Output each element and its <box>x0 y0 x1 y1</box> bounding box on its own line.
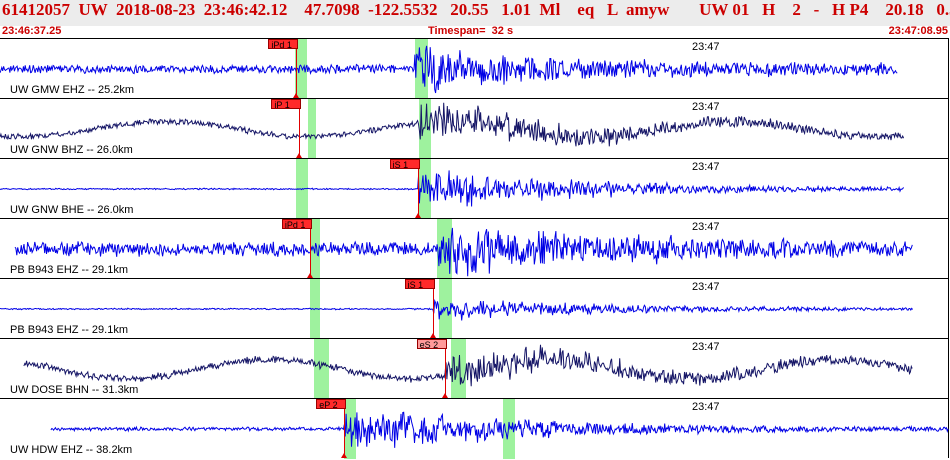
pick-marker-icon <box>441 393 448 398</box>
phase-pick-line <box>309 229 311 275</box>
minute-tick-label: 23:47 <box>692 161 720 173</box>
waveform <box>0 45 898 94</box>
pick-marker-icon <box>429 333 436 338</box>
waveform <box>50 411 949 448</box>
phase-window <box>450 339 466 399</box>
phase-pick-line <box>299 109 301 155</box>
pick-marker-icon <box>293 93 300 98</box>
phase-window <box>314 339 330 399</box>
minute-tick-label: 23:47 <box>692 341 720 353</box>
phase-pick-line <box>444 349 446 395</box>
end-time: 23:47:08.95 <box>888 25 948 37</box>
waveform <box>0 298 913 321</box>
phase-pick-flag[interactable]: iS 1 <box>389 159 420 170</box>
phase-pick-line <box>417 169 419 215</box>
waveform <box>14 227 913 277</box>
phase-pick-flag[interactable]: eP 2 <box>316 399 347 410</box>
phase-pick-flag[interactable]: iPd 1 <box>281 219 312 230</box>
pick-marker-icon <box>414 213 421 218</box>
waveform-line <box>50 411 949 448</box>
waveform-line <box>0 102 905 147</box>
minute-tick-label: 23:47 <box>692 101 720 113</box>
seismogram-panels: iPd 1 23:47 UW GMW EHZ -- 25.2km iP 1 23:47 U… <box>0 38 950 460</box>
trace-panel[interactable]: iP 1 23:47 UW GNW BHZ -- 26.0km <box>0 98 949 159</box>
start-time: 23:46:37.25 <box>2 25 62 37</box>
waveform-line <box>0 45 898 94</box>
station-label: PB B943 EHZ -- 29.1km <box>10 264 128 276</box>
trace-panel[interactable]: iPd 1 23:47 UW GMW EHZ -- 25.2km <box>0 38 949 99</box>
station-label: UW GMW EHZ -- 25.2km <box>10 84 135 96</box>
waveform-line <box>23 344 913 387</box>
trace-panel[interactable]: iS 1 23:47 UW GNW BHE -- 26.0km <box>0 158 949 219</box>
phase-pick-flag[interactable]: eS 2 <box>416 339 447 350</box>
station-label: PB B943 EHZ -- 29.1km <box>10 324 128 336</box>
phase-pick-flag[interactable]: iS 1 <box>404 279 435 290</box>
phase-pick-line <box>344 409 346 455</box>
trace-panel[interactable]: eP 2 23:47 UW HDW EHZ -- 38.2km <box>0 398 949 459</box>
station-label: UW GNW BHE -- 26.0km <box>10 204 134 216</box>
phase-window <box>308 99 316 159</box>
waveform <box>23 344 913 387</box>
phase-pick-line <box>296 49 298 95</box>
pick-marker-icon <box>306 273 313 278</box>
phase-window <box>437 219 453 279</box>
waveform-line <box>14 227 913 277</box>
trace-panel[interactable]: eS 2 23:47 UW DOSE BHN -- 31.3km <box>0 338 949 399</box>
station-label: UW HDW EHZ -- 38.2km <box>10 444 133 456</box>
waveform-line <box>0 170 904 207</box>
event-summary: 61412057 UW 2018-08-23 23:46:42.12 47.70… <box>2 0 950 19</box>
phase-pick-flag[interactable]: iPd 1 <box>268 39 299 50</box>
minute-tick-label: 23:47 <box>692 221 720 233</box>
waveform <box>0 170 904 207</box>
trace-panel[interactable]: iPd 1 23:47 PB B943 EHZ -- 29.1km <box>0 218 949 279</box>
event-header: 61412057 UW 2018-08-23 23:46:42.12 47.70… <box>0 0 950 26</box>
waveform <box>0 102 905 147</box>
station-label: UW DOSE BHN -- 31.3km <box>10 384 139 396</box>
minute-tick-label: 23:47 <box>692 281 720 293</box>
trace-panel[interactable]: iS 1 23:47 PB B943 EHZ -- 29.1km <box>0 278 949 339</box>
pick-marker-icon <box>341 453 348 458</box>
phase-pick-line <box>432 289 434 335</box>
phase-window <box>294 39 307 99</box>
pick-marker-icon <box>296 153 303 158</box>
station-label: UW GNW BHZ -- 26.0km <box>10 144 133 156</box>
minute-tick-label: 23:47 <box>692 41 720 53</box>
minute-tick-label: 23:47 <box>692 401 720 413</box>
phase-pick-flag[interactable]: iP 1 <box>271 99 302 110</box>
phase-window <box>502 399 515 459</box>
timespan: Timespan= 32 s <box>428 25 514 37</box>
waveform-line <box>0 298 913 321</box>
phase-window <box>419 99 432 159</box>
